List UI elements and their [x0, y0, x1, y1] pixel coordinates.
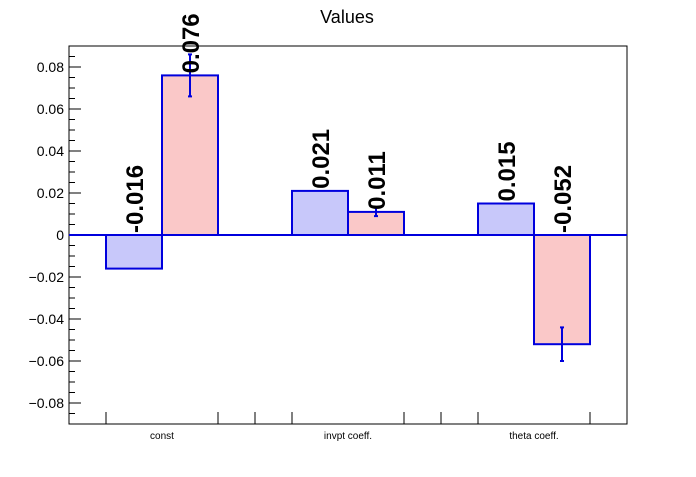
plot-area: −0.08 −0.06 −0.04 −0.02 0 0.02 0.04 0.06 0.08 con… — [29, 13, 628, 442]
y-tick-label: −0.02 — [29, 269, 65, 285]
bar — [291, 189, 349, 236]
data-label: 0.021 — [308, 129, 335, 189]
y-tick-label: 0 — [56, 227, 64, 243]
category-label: invpt coeff. — [324, 431, 372, 442]
bar — [477, 202, 535, 236]
y-tick-label: 0.06 — [37, 101, 64, 117]
category-label: theta coeff. — [509, 431, 558, 442]
y-tick-label: 0.08 — [37, 59, 64, 75]
data-label: -0.052 — [550, 165, 577, 233]
y-tick-label: 0.04 — [37, 143, 64, 159]
data-label: 0.076 — [178, 13, 205, 73]
data-label: 0.015 — [494, 141, 521, 201]
chart-title: Values — [320, 7, 374, 27]
y-tick-label: 0.02 — [37, 185, 64, 201]
y-tick-label: −0.08 — [29, 395, 65, 411]
bar — [105, 234, 163, 270]
y-tick-label: −0.04 — [29, 311, 65, 327]
data-label: 0.011 — [364, 151, 391, 210]
category-label: const — [150, 431, 174, 442]
y-tick-label: −0.06 — [29, 353, 65, 369]
data-label: -0.016 — [122, 165, 149, 233]
bar — [161, 74, 219, 237]
